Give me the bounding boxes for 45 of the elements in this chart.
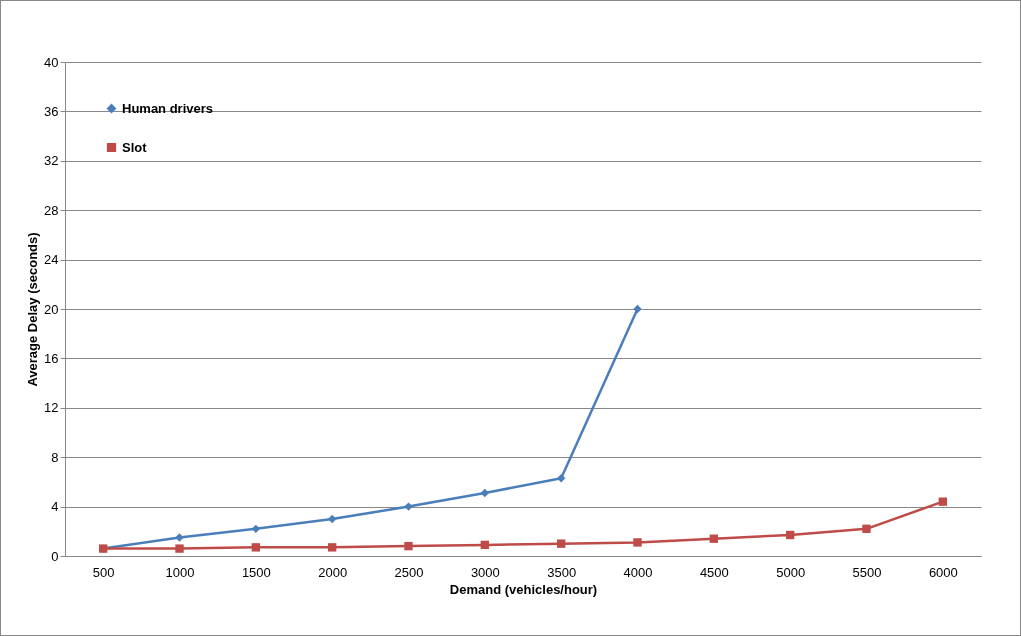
point xyxy=(633,304,642,314)
y-tick-label: 8 xyxy=(51,449,59,465)
y-tick-label: 36 xyxy=(44,103,59,119)
x-tick-label: 500 xyxy=(92,564,115,580)
x-tick-label: 3000 xyxy=(470,564,500,580)
point xyxy=(480,540,490,550)
y-tick-label: 40 xyxy=(44,54,59,70)
x-tick-label: 1000 xyxy=(165,564,195,580)
x-tick-label: 1500 xyxy=(241,564,271,580)
x-tick-label: 6000 xyxy=(928,564,958,580)
y-axis-title: Average Delay (seconds) xyxy=(25,232,41,387)
point xyxy=(480,488,490,498)
x-tick-label: 3500 xyxy=(547,564,577,580)
point xyxy=(938,497,948,506)
legend-label: Human drivers xyxy=(122,100,214,116)
point xyxy=(404,541,413,551)
point xyxy=(251,524,261,534)
point xyxy=(175,533,184,542)
y-tick-label: 20 xyxy=(44,301,59,317)
point xyxy=(404,502,413,511)
point xyxy=(556,539,566,548)
x-tick-label: 2500 xyxy=(394,564,424,580)
point xyxy=(175,544,184,553)
point xyxy=(556,474,566,483)
y-tick-label: 4 xyxy=(51,499,59,515)
point xyxy=(633,538,642,547)
x-tick-label: 4000 xyxy=(623,564,653,580)
x-axis-title: Demand (vehicles/hour) xyxy=(449,581,598,597)
y-tick-label: 24 xyxy=(44,252,59,268)
y-tick-label: 16 xyxy=(44,350,59,366)
point xyxy=(709,534,719,543)
point xyxy=(862,524,871,534)
point xyxy=(251,543,261,552)
point xyxy=(785,530,795,540)
point xyxy=(327,543,337,552)
x-tick-label: 4500 xyxy=(699,564,729,580)
x-tick-label: 5000 xyxy=(776,564,806,580)
x-tick-label: 2000 xyxy=(318,564,348,580)
legend-label: Slot xyxy=(122,139,148,155)
point xyxy=(327,514,337,524)
y-tick-label: 28 xyxy=(44,202,59,218)
y-tick-label: 32 xyxy=(44,153,59,169)
y-tick-label: 0 xyxy=(51,548,59,564)
y-tick-label: 12 xyxy=(44,400,59,416)
x-tick-label: 5500 xyxy=(852,564,882,580)
